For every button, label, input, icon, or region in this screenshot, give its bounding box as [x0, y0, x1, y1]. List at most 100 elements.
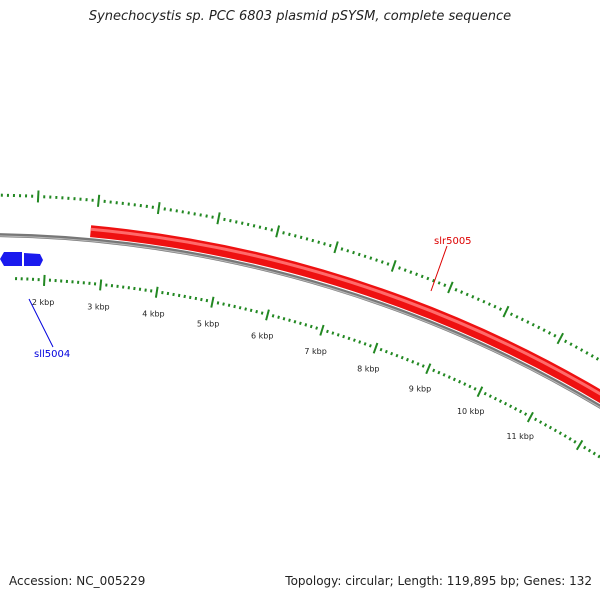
outer-minor-tick — [443, 283, 447, 287]
outer-minor-tick — [363, 254, 367, 259]
inner-major-tick — [210, 296, 215, 308]
outer-minor-tick — [553, 333, 557, 338]
scale-tick-label: 5 kbp — [197, 319, 219, 328]
inner-minor-tick — [400, 355, 404, 360]
inner-minor-tick — [227, 303, 231, 307]
inner-minor-tick — [503, 401, 508, 406]
outer-minor-tick — [305, 237, 309, 241]
plasmid-backbone — [0, 233, 600, 410]
outer-minor-tick — [482, 299, 486, 304]
outer-minor-tick — [493, 304, 497, 309]
inner-minor-tick — [277, 315, 280, 319]
inner-minor-tick — [177, 293, 181, 298]
inner-minor-tick — [249, 308, 253, 313]
inner-minor-tick — [222, 302, 225, 306]
inner-major-tick — [476, 386, 484, 398]
outer-minor-tick — [580, 348, 584, 352]
inner-minor-tick — [336, 333, 340, 337]
outer-minor-tick — [498, 307, 503, 311]
inner-minor-tick — [543, 423, 548, 427]
scale-tick-label: 10 kbp — [457, 407, 485, 416]
outer-minor-tick — [595, 357, 600, 361]
outer-minor-tick — [352, 250, 355, 255]
outer-minor-tick — [229, 219, 232, 223]
outer-minor-tick — [564, 339, 568, 344]
outer-minor-tick — [181, 210, 184, 214]
gene-label-slr5005[interactable]: slr5005 — [434, 236, 472, 247]
gene-sll5004-arrow[interactable] — [0, 252, 22, 266]
inner-minor-tick — [244, 307, 247, 311]
outer-tick-ring — [0, 190, 600, 361]
outer-minor-tick — [460, 290, 464, 294]
inner-minor-tick — [271, 314, 275, 318]
outer-minor-tick — [585, 351, 589, 355]
inner-minor-tick — [326, 329, 329, 334]
outer-minor-tick — [169, 208, 172, 212]
inner-minor-tick — [390, 351, 394, 356]
inner-major-tick — [319, 324, 325, 336]
inner-minor-tick — [260, 311, 264, 315]
outer-minor-tick — [415, 272, 419, 277]
inner-minor-tick — [288, 318, 291, 322]
inner-minor-tick — [524, 412, 528, 416]
outer-minor-tick — [235, 220, 238, 224]
inner-minor-tick — [183, 294, 186, 299]
inner-minor-tick — [442, 373, 446, 377]
accession-text: Accession: NC_005229 — [9, 574, 146, 588]
inner-minor-tick — [309, 324, 313, 329]
topology-summary: Topology: circular; Length: 119,895 bp; … — [285, 574, 592, 588]
inner-minor-tick — [194, 296, 198, 301]
outer-major-tick — [36, 190, 40, 203]
inner-major-tick — [265, 309, 270, 321]
outer-major-tick — [275, 225, 281, 238]
outer-minor-tick — [375, 258, 378, 262]
outer-minor-tick — [193, 212, 196, 216]
outer-minor-tick — [199, 213, 202, 217]
inner-minor-tick — [587, 448, 592, 453]
outer-minor-tick — [270, 228, 274, 232]
outer-minor-tick — [369, 256, 373, 260]
outer-minor-tick — [311, 238, 315, 243]
outer-minor-tick — [526, 320, 530, 324]
gene-label-sll5004[interactable]: sll5004 — [34, 349, 70, 360]
outer-minor-tick — [175, 209, 178, 213]
inner-minor-tick — [563, 434, 567, 438]
outer-minor-tick — [240, 221, 244, 225]
gene-sll5004-arrow-segment[interactable] — [24, 253, 43, 266]
inner-minor-tick — [166, 291, 170, 296]
map-title: Synechocystis sp. PCC 6803 plasmid pSYSM… — [88, 9, 512, 24]
outer-minor-tick — [574, 345, 578, 349]
outer-minor-tick — [380, 260, 384, 264]
inner-major-tick — [575, 439, 584, 451]
outer-minor-tick — [465, 292, 469, 297]
outer-major-tick — [390, 259, 397, 272]
outer-minor-tick — [437, 281, 441, 285]
inner-minor-tick — [553, 428, 557, 433]
scale-tick-label: 11 kbp — [506, 432, 534, 441]
inner-minor-tick — [282, 317, 286, 321]
outer-minor-tick — [323, 242, 326, 246]
inner-minor-tick — [592, 451, 596, 456]
outer-minor-tick — [426, 276, 430, 281]
outer-minor-tick — [252, 224, 256, 228]
outer-minor-tick — [515, 315, 519, 319]
gene-slr5005[interactable] — [90, 225, 600, 453]
outer-minor-tick — [420, 274, 424, 279]
outer-minor-tick — [531, 322, 535, 327]
inner-minor-tick — [384, 349, 388, 354]
inner-minor-tick — [483, 391, 487, 396]
inner-minor-tick — [498, 399, 503, 403]
outer-minor-tick — [317, 240, 321, 244]
inner-minor-tick — [437, 370, 441, 375]
inner-minor-tick — [205, 298, 209, 303]
outer-major-tick — [97, 194, 101, 207]
gene-slr5005-highlight — [90, 227, 600, 396]
scale-tick-label: 7 kbp — [304, 347, 326, 356]
outer-minor-tick — [547, 331, 552, 335]
outer-minor-tick — [590, 354, 594, 358]
slr5005-leader-line — [430, 245, 448, 292]
inner-minor-tick — [358, 340, 362, 344]
outer-minor-tick — [211, 215, 214, 219]
inner-minor-tick — [255, 309, 258, 314]
